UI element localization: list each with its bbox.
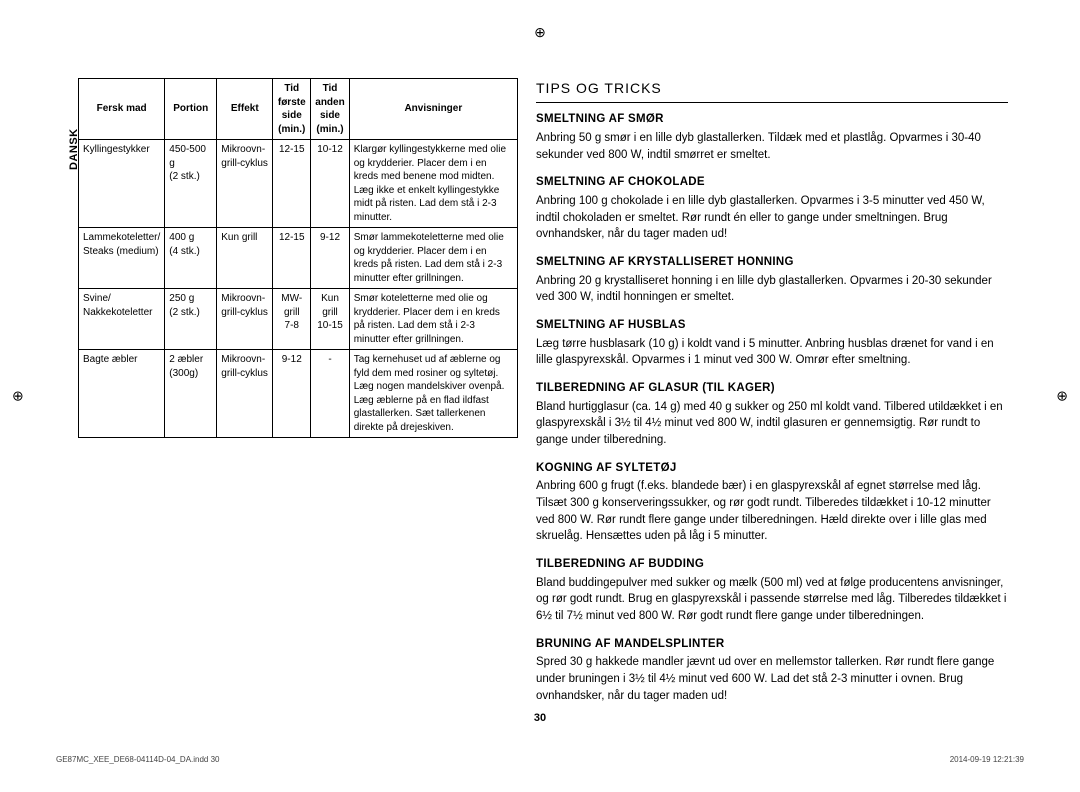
table-row: Lammekoteletter/ Steaks (medium)400 g (4… bbox=[79, 228, 518, 289]
tip-body: Bland buddingepulver med sukker og mælk … bbox=[536, 575, 1008, 625]
col-head-portion: Portion bbox=[165, 79, 217, 140]
tip-block: TILBEREDNING AF BUDDING Bland buddingepul… bbox=[536, 556, 1008, 625]
cell-food: Lammekoteletter/ Steaks (medium) bbox=[79, 228, 165, 289]
cell-food: Svine/ Nakkekoteletter bbox=[79, 289, 165, 350]
cell-t1: 12-15 bbox=[273, 228, 311, 289]
page-number: 30 bbox=[534, 712, 546, 724]
col-head-time2: Tid anden side (min.) bbox=[311, 79, 349, 140]
col-head-food: Fersk mad bbox=[79, 79, 165, 140]
cell-power: Mikroovn- grill-cyklus bbox=[217, 350, 273, 438]
cell-instr: Smør lammekoteletterne med olie og krydd… bbox=[349, 228, 517, 289]
tip-heading: SMELTNING AF SMØR bbox=[536, 111, 1008, 128]
cell-food: Bagte æbler bbox=[79, 350, 165, 438]
col-head-instructions: Anvisninger bbox=[349, 79, 517, 140]
tip-block: SMELTNING AF SMØR Anbring 50 g smør i en … bbox=[536, 111, 1008, 163]
tip-heading: BRUNING AF MANDELSPLINTER bbox=[536, 636, 1008, 653]
tip-body: Anbring 50 g smør i en lille dyb glastal… bbox=[536, 130, 1008, 163]
cell-portion: 450-500 g (2 stk.) bbox=[165, 140, 217, 228]
cell-power: Kun grill bbox=[217, 228, 273, 289]
cell-portion: 400 g (4 stk.) bbox=[165, 228, 217, 289]
tip-body: Læg tørre husblasark (10 g) i koldt vand… bbox=[536, 336, 1008, 369]
tip-block: BRUNING AF MANDELSPLINTERSpred 30 g hakk… bbox=[536, 636, 1008, 705]
cell-portion: 250 g (2 stk.) bbox=[165, 289, 217, 350]
cell-portion: 2 æbler (300g) bbox=[165, 350, 217, 438]
cell-power: Mikroovn- grill-cyklus bbox=[217, 289, 273, 350]
table-row: Kyllingestykker450-500 g (2 stk.)Mikroov… bbox=[79, 140, 518, 228]
cell-t1: MW- grill 7-8 bbox=[273, 289, 311, 350]
tip-heading: SMELTNING AF CHOKOLADE bbox=[536, 174, 1008, 191]
tip-heading: KOGNING AF SYLTETØJ bbox=[536, 460, 1008, 477]
tip-body: Anbring 100 g chokolade i en lille dyb g… bbox=[536, 193, 1008, 243]
cell-t2: Kun grill 10-15 bbox=[311, 289, 349, 350]
cell-t2: - bbox=[311, 350, 349, 438]
tip-block: SMELTNING AF KRYSTALLISERET HONNING Anbri… bbox=[536, 254, 1008, 306]
tip-body: Anbring 600 g frugt (f.eks. blandede bær… bbox=[536, 478, 1008, 545]
tip-heading: SMELTNING AF KRYSTALLISERET HONNING bbox=[536, 254, 1008, 271]
language-tab: DANSK bbox=[68, 128, 80, 170]
cell-power: Mikroovn- grill-cyklus bbox=[217, 140, 273, 228]
tip-body: Anbring 20 g krystalliseret honning i en… bbox=[536, 273, 1008, 306]
tip-body: Bland hurtigglasur (ca. 14 g) med 40 g s… bbox=[536, 399, 1008, 449]
footer-left: GE87MC_XEE_DE68-04114D-04_DA.indd 30 bbox=[56, 755, 220, 764]
tip-heading: TILBEREDNING AF BUDDING bbox=[536, 556, 1008, 573]
cell-instr: Smør koteletterne med olie og krydderier… bbox=[349, 289, 517, 350]
cell-t2: 10-12 bbox=[311, 140, 349, 228]
col-head-power: Effekt bbox=[217, 79, 273, 140]
tip-heading: SMELTNING AF HUSBLAS bbox=[536, 317, 1008, 334]
table-row: Bagte æbler2 æbler (300g)Mikroovn- grill… bbox=[79, 350, 518, 438]
tip-body: Spred 30 g hakkede mandler jævnt ud over… bbox=[536, 654, 1008, 704]
tip-block: SMELTNING AF CHOKOLADE Anbring 100 g chok… bbox=[536, 174, 1008, 243]
cell-instr: Klargør kyllingestykkerne med olie og kr… bbox=[349, 140, 517, 228]
tip-heading: TILBEREDNING AF GLASUR (TIL KAGER) bbox=[536, 380, 1008, 397]
tip-block: SMELTNING AF HUSBLAS Læg tørre husblasark… bbox=[536, 317, 1008, 369]
cooking-table-region: Fersk mad Portion Effekt Tid første side… bbox=[78, 78, 518, 772]
cell-t1: 12-15 bbox=[273, 140, 311, 228]
tip-block: KOGNING AF SYLTETØJAnbring 600 g frugt (… bbox=[536, 460, 1008, 545]
footer-right: 2014-09-19 12:21:39 bbox=[950, 755, 1024, 764]
registration-mark-right: ⊕ bbox=[1056, 388, 1068, 405]
col-head-time1: Tid første side (min.) bbox=[273, 79, 311, 140]
cell-instr: Tag kernehuset ud af æblerne og fyld dem… bbox=[349, 350, 517, 438]
tips-region: TIPS OG TRICKS SMELTNING AF SMØR Anbring … bbox=[536, 78, 1008, 772]
registration-mark-top: ⊕ bbox=[534, 24, 546, 41]
cooking-table: Fersk mad Portion Effekt Tid første side… bbox=[78, 78, 518, 438]
cell-t1: 9-12 bbox=[273, 350, 311, 438]
registration-mark-left: ⊕ bbox=[12, 388, 24, 405]
cell-food: Kyllingestykker bbox=[79, 140, 165, 228]
cell-t2: 9-12 bbox=[311, 228, 349, 289]
tips-title: TIPS OG TRICKS bbox=[536, 78, 1008, 103]
table-row: Svine/ Nakkekoteletter250 g (2 stk.)Mikr… bbox=[79, 289, 518, 350]
tip-block: TILBEREDNING AF GLASUR (TIL KAGER) Bland … bbox=[536, 380, 1008, 449]
